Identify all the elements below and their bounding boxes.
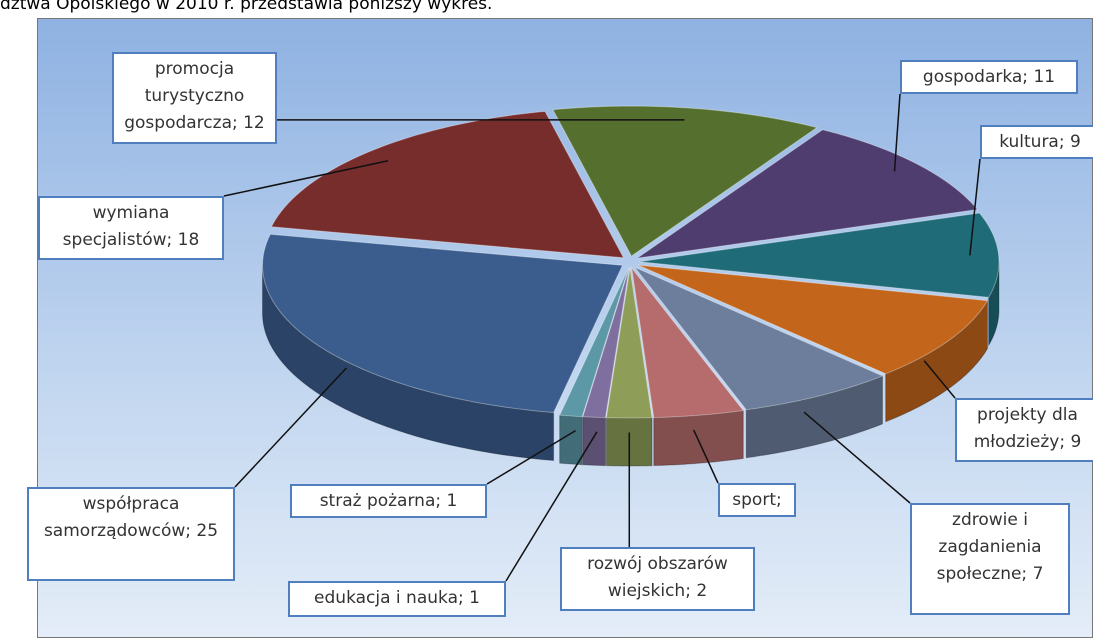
data-label: edukacja i nauka; 1 xyxy=(288,581,506,617)
slice-side xyxy=(559,414,583,466)
data-label: straż pożarna; 1 xyxy=(290,484,487,518)
tops xyxy=(261,105,1000,419)
leader-line xyxy=(223,160,389,197)
slice xyxy=(638,212,1000,298)
leader-line xyxy=(486,429,576,485)
data-label: gospodarka; 11 xyxy=(900,60,1078,94)
data-label: wymiana specjalistów; 18 xyxy=(38,196,224,260)
slice xyxy=(636,129,979,259)
slice-side xyxy=(582,416,607,467)
leader-line xyxy=(692,429,719,484)
leader-line xyxy=(234,367,347,488)
slice-side xyxy=(988,261,1000,348)
slice xyxy=(582,267,630,419)
sides xyxy=(261,261,1000,467)
slice xyxy=(634,266,884,411)
slice xyxy=(605,267,653,419)
slice xyxy=(261,233,624,414)
data-label: współpraca samorządowców; 25 xyxy=(27,487,235,581)
slice xyxy=(637,264,989,375)
data-label: rozwój obszarów wiejskich; 2 xyxy=(560,547,755,611)
slice xyxy=(630,266,745,419)
data-label: promocja turystyczno gospodarcza; 12 xyxy=(112,52,277,144)
slice xyxy=(552,105,819,257)
slice-side xyxy=(653,409,744,467)
leader-line xyxy=(803,411,911,504)
slice xyxy=(558,267,630,418)
data-label: kultura; 9 xyxy=(980,125,1093,159)
data-label: zdrowie i zagdanienia społeczne; 7 xyxy=(910,503,1070,615)
leader-line xyxy=(505,431,598,582)
data-label: sport; 4 xyxy=(718,483,796,517)
leader-line xyxy=(969,158,981,256)
data-label: projekty dla młodzieży; 9 xyxy=(955,398,1093,462)
leaders xyxy=(223,93,981,582)
leader-line xyxy=(893,93,901,172)
leader-line xyxy=(923,360,956,399)
caption: dztwa Opolskiego w 2010 r. przedstawia p… xyxy=(0,0,493,14)
